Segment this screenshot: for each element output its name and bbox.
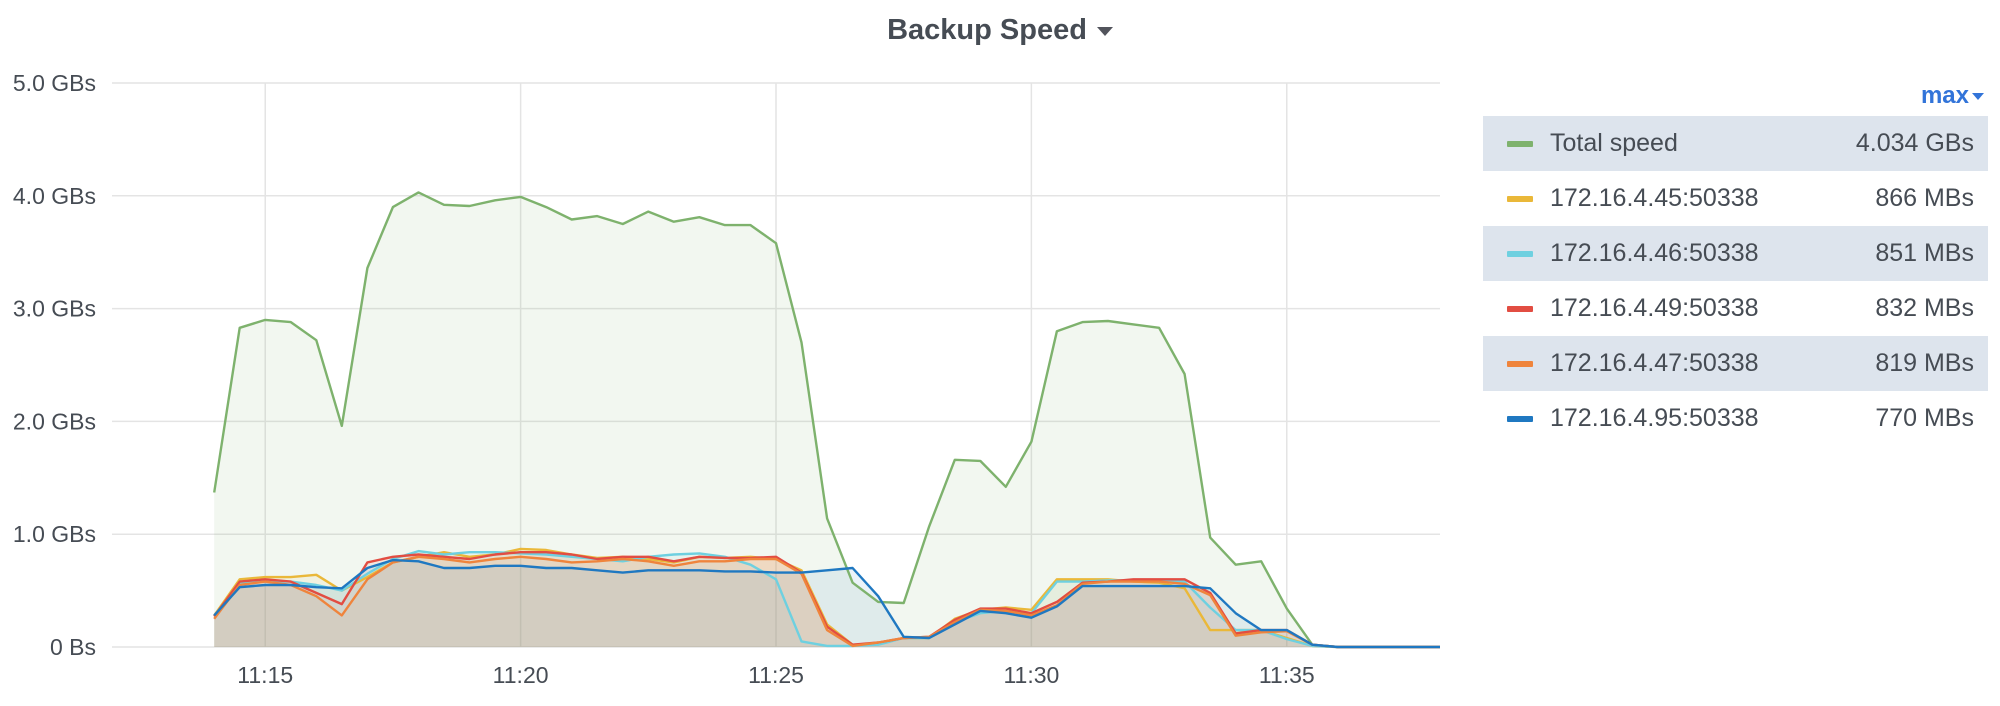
x-tick-label: 11:15 xyxy=(237,662,293,688)
legend-sort-label: max xyxy=(1920,82,1969,109)
series-line-5 xyxy=(213,558,1440,649)
legend-series-max: 832 MBs xyxy=(1875,294,1974,322)
y-tick-label: 1.0 GBs xyxy=(13,521,96,547)
legend-swatch-icon xyxy=(1507,195,1533,202)
series-line-0 xyxy=(213,191,1440,649)
legend-swatch-icon xyxy=(1507,140,1533,147)
legend-item[interactable]: 172.16.4.46:50338 851 MBs xyxy=(1483,226,1988,281)
x-tick-label: 11:30 xyxy=(1003,662,1059,688)
legend-series-max: 770 MBs xyxy=(1875,404,1974,432)
legend-item[interactable]: 172.16.4.47:50338 819 MBs xyxy=(1483,336,1988,391)
legend-series-name: 172.16.4.46:50338 xyxy=(1550,239,1759,267)
y-tick-label: 0 Bs xyxy=(50,634,96,660)
legend-series-name: 172.16.4.49:50338 xyxy=(1550,294,1759,322)
series-line-2 xyxy=(213,549,1440,649)
legend-series-max: 851 MBs xyxy=(1875,239,1974,267)
legend: max Total speed 4.034 GBs 172.16.4.45:5033… xyxy=(1483,80,1988,446)
legend-series-max: 866 MBs xyxy=(1875,184,1974,212)
sort-caret-icon xyxy=(1972,93,1984,101)
legend-item[interactable]: 172.16.4.95:50338 770 MBs xyxy=(1483,391,1988,446)
legend-swatch-icon xyxy=(1507,305,1533,312)
y-tick-label: 3.0 GBs xyxy=(13,296,96,322)
y-tick-label: 5.0 GBs xyxy=(13,70,96,96)
x-tick-label: 11:25 xyxy=(748,662,804,688)
series-line-4 xyxy=(213,555,1440,649)
legend-swatch-icon xyxy=(1507,415,1533,422)
series-area-0 xyxy=(214,192,1441,647)
legend-series-name: 172.16.4.47:50338 xyxy=(1550,349,1759,377)
y-tick-label: 4.0 GBs xyxy=(13,183,96,209)
panel-title[interactable]: Backup Speed xyxy=(0,14,2000,47)
legend-swatch-icon xyxy=(1507,360,1533,367)
legend-item[interactable]: 172.16.4.45:50338 866 MBs xyxy=(1483,171,1988,226)
legend-rows: Total speed 4.034 GBs 172.16.4.45:50338 866… xyxy=(1483,116,1988,446)
chart-lines xyxy=(213,191,1440,649)
legend-swatch-icon xyxy=(1507,250,1533,257)
y-axis-ticks: 0 Bs 1.0 GBs 2.0 GBs 3.0 GBs 4.0 GBs 5.0 GBs xyxy=(13,70,96,660)
legend-series-name: Total speed xyxy=(1550,129,1678,157)
x-tick-label: 11:20 xyxy=(493,662,549,688)
x-axis-ticks: 11:15 11:20 11:25 11:30 11:35 xyxy=(237,662,1314,688)
chart-areas xyxy=(214,192,1441,647)
title-dropdown-caret-icon[interactable] xyxy=(1096,26,1113,36)
legend-series-max: 819 MBs xyxy=(1875,349,1974,377)
series-area-2 xyxy=(214,551,1441,647)
y-tick-label: 2.0 GBs xyxy=(13,408,96,434)
legend-item[interactable]: 172.16.4.49:50338 832 MBs xyxy=(1483,281,1988,336)
series-area-5 xyxy=(214,560,1441,647)
legend-series-name: 172.16.4.45:50338 xyxy=(1550,184,1759,212)
legend-item[interactable]: Total speed 4.034 GBs xyxy=(1483,116,1988,171)
series-area-1 xyxy=(214,548,1441,647)
legend-series-max: 4.034 GBs xyxy=(1855,129,1974,157)
x-tick-label: 11:35 xyxy=(1259,662,1315,688)
legend-series-name: 172.16.4.95:50338 xyxy=(1550,404,1759,432)
panel-title-text: Backup Speed xyxy=(887,14,1087,46)
legend-sort-max[interactable]: max xyxy=(1483,80,1988,116)
series-area-3 xyxy=(214,552,1441,647)
series-area-4 xyxy=(214,556,1441,647)
